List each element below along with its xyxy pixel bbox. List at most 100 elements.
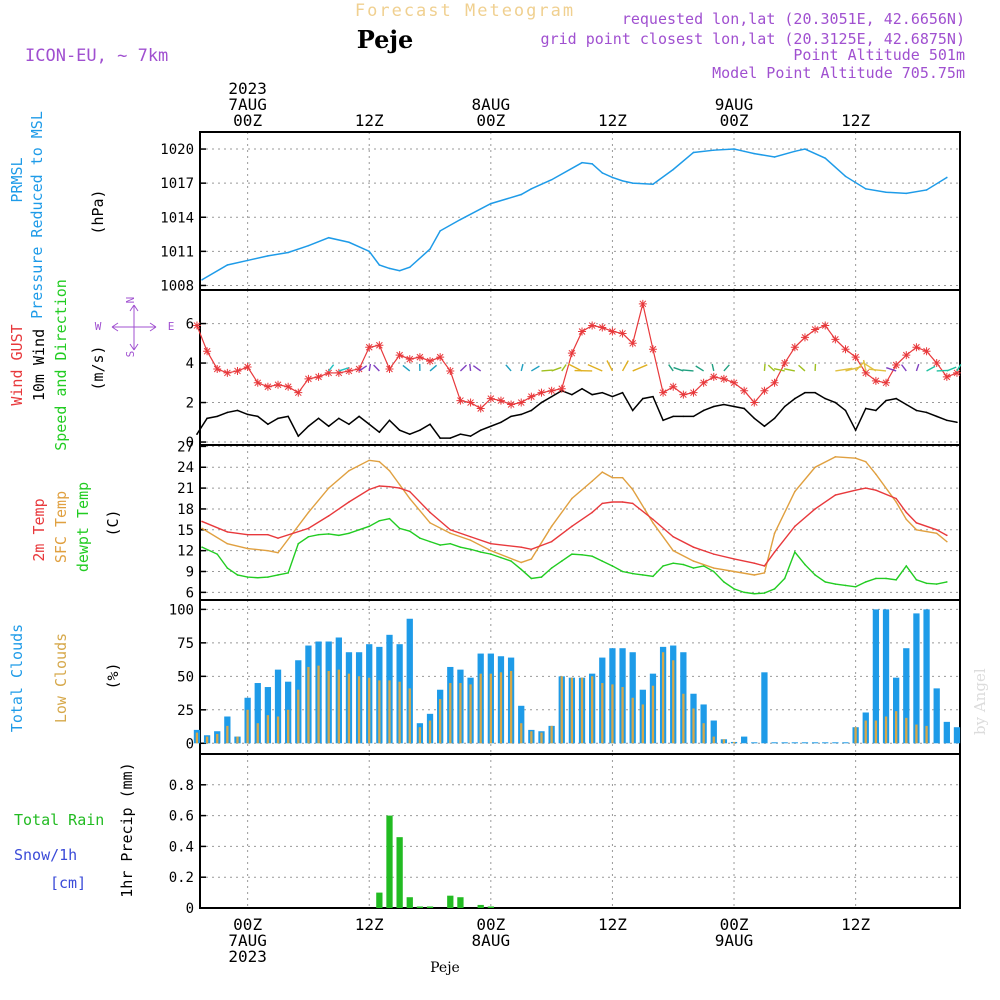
dewpoint-point [479, 551, 482, 553]
dewpoint-point [317, 533, 320, 536]
clouds-unit: (%) [104, 662, 122, 689]
low-cloud-bar [266, 715, 270, 744]
wind-arrow [368, 363, 372, 372]
wind-speed-point [702, 409, 705, 412]
dewpoint-point [652, 575, 654, 578]
temp-2m-point [611, 501, 614, 503]
dewpoint-point [712, 570, 715, 573]
low-cloud-bar [398, 681, 401, 744]
wind-gust-point [507, 400, 516, 409]
wind-speed-point [692, 415, 695, 418]
wind-arrow [472, 365, 482, 372]
low-cloud-bar [337, 669, 340, 744]
wind-speed-point [327, 425, 330, 428]
dewpoint-point [510, 560, 512, 562]
wind-gust-point [263, 382, 272, 391]
low-cloud-bar [641, 704, 644, 744]
dewpoint-point [439, 544, 441, 546]
sfc-temp-point [946, 540, 948, 543]
sfc-temp-point [201, 527, 203, 530]
total-cloud-bar [254, 683, 261, 744]
low-cloud-bar [925, 725, 928, 744]
temp-2m-point [530, 548, 533, 551]
low-clouds-label: Low Clouds [52, 633, 70, 723]
wind-gust-point [395, 351, 404, 360]
temp-unit: (C) [104, 509, 122, 536]
wind-speed-point [419, 429, 421, 431]
wind-arrow [541, 369, 553, 372]
wind-speed-point [773, 417, 776, 420]
wind-arrow [668, 364, 674, 372]
temp-2m-point [631, 502, 634, 505]
total-cloud-bar [903, 648, 910, 744]
top-time-label: 2023 7AUG 00Z [228, 79, 267, 130]
compass: N S W E [95, 297, 175, 358]
sfc-temp-point [794, 490, 796, 493]
low-cloud-bar [732, 741, 736, 744]
temp-2m-point [277, 537, 279, 539]
wind-arrow [956, 364, 962, 372]
dewpoint-point [885, 577, 887, 580]
wind-gust-point [942, 372, 951, 381]
low-cloud-bar [236, 736, 239, 744]
rain-bar [447, 895, 454, 908]
wind-speed-point [196, 433, 198, 435]
temp-2m-point [621, 501, 624, 503]
wind-speed-point [358, 415, 360, 418]
wind-speed-point [885, 399, 887, 402]
total-cloud-bar [893, 677, 900, 744]
dewpoint-point [794, 551, 796, 553]
prmsl-point [327, 236, 330, 239]
wind-speed-series [196, 387, 958, 439]
prmsl-point [864, 188, 867, 190]
top-time-label: 12Z [841, 111, 870, 130]
wind-speed-point [946, 419, 948, 422]
wind-speed-point [631, 409, 634, 412]
rain-bar [386, 815, 393, 908]
snow-label: Snow/1h [14, 846, 77, 864]
temp-2m-point [854, 489, 857, 491]
sfc-temp-point [571, 497, 573, 500]
low-cloud-bar [347, 673, 351, 744]
wind-gust-point [496, 396, 505, 405]
low-cloud-bar [195, 732, 199, 744]
wind-arrow [328, 364, 335, 372]
model-altitude: Model Point Altitude 705.75m [712, 64, 965, 82]
wind-gust-point [760, 386, 769, 395]
dewpoint-point [267, 576, 269, 578]
precip-bars [376, 815, 494, 908]
low-cloud-bar [895, 711, 898, 744]
dewpoint-point [338, 534, 340, 537]
top-time-label: 12Z [598, 111, 627, 130]
low-cloud-bar [682, 693, 685, 744]
sfc-temp-point [277, 551, 279, 554]
temp-2m-point [449, 528, 452, 531]
wind-gust-point [314, 372, 323, 381]
prmsl-point [287, 251, 289, 254]
prmsl-point [794, 150, 796, 153]
wind-arrow [358, 365, 368, 372]
wind-speed-point [743, 407, 745, 410]
sfc-temp-point [875, 473, 877, 475]
wind-speed-point [520, 413, 523, 416]
low-cloud-bar [439, 699, 442, 744]
temp-2m-point [652, 518, 654, 521]
y-tick-label: 0.4 [169, 839, 194, 855]
low-cloud-bar [388, 680, 391, 744]
temp-2m-point [591, 511, 593, 514]
sfc-temp-point [854, 457, 857, 460]
temp-2m-point [875, 489, 877, 491]
y-tick-label: 24 [177, 460, 194, 476]
sfc-temp-point [692, 560, 695, 562]
temp-2m-point [905, 511, 908, 514]
y-tick-label: 18 [177, 502, 194, 518]
wind-speed-point [854, 429, 857, 431]
prmsl-point [824, 157, 827, 159]
total-cloud-bar [710, 720, 717, 744]
wind-gust-point [192, 321, 201, 330]
wind-gust-point [547, 386, 556, 395]
sfc-temp-point [773, 532, 776, 535]
low-cloud-bar [226, 725, 229, 744]
wind-speed-point [611, 395, 614, 398]
bottom-time-label: 00Z 8AUG [472, 915, 511, 950]
